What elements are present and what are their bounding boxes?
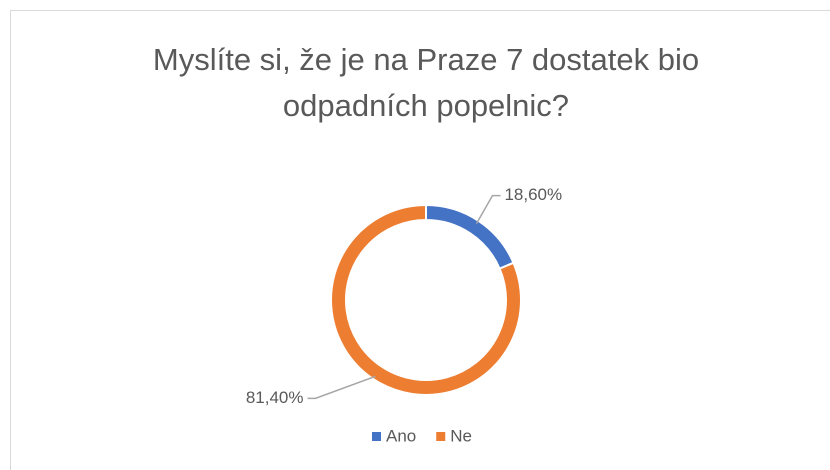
- leader-line: [307, 375, 376, 400]
- legend-swatch: [372, 432, 381, 441]
- leader-line: [475, 194, 501, 225]
- legend-swatch: [436, 432, 446, 441]
- chart-title: Myslíte si, že je na Praze 7 dostatek bi…: [153, 42, 699, 77]
- data-label: 81,40%: [246, 388, 304, 407]
- legend-label: Ano: [386, 426, 416, 445]
- donut-slice: [330, 203, 522, 396]
- data-label: 18,60%: [504, 185, 562, 204]
- chart-frame: [10, 10, 830, 470]
- chart-title: odpadních popelnic?: [283, 88, 569, 123]
- legend-label: Ne: [450, 426, 472, 445]
